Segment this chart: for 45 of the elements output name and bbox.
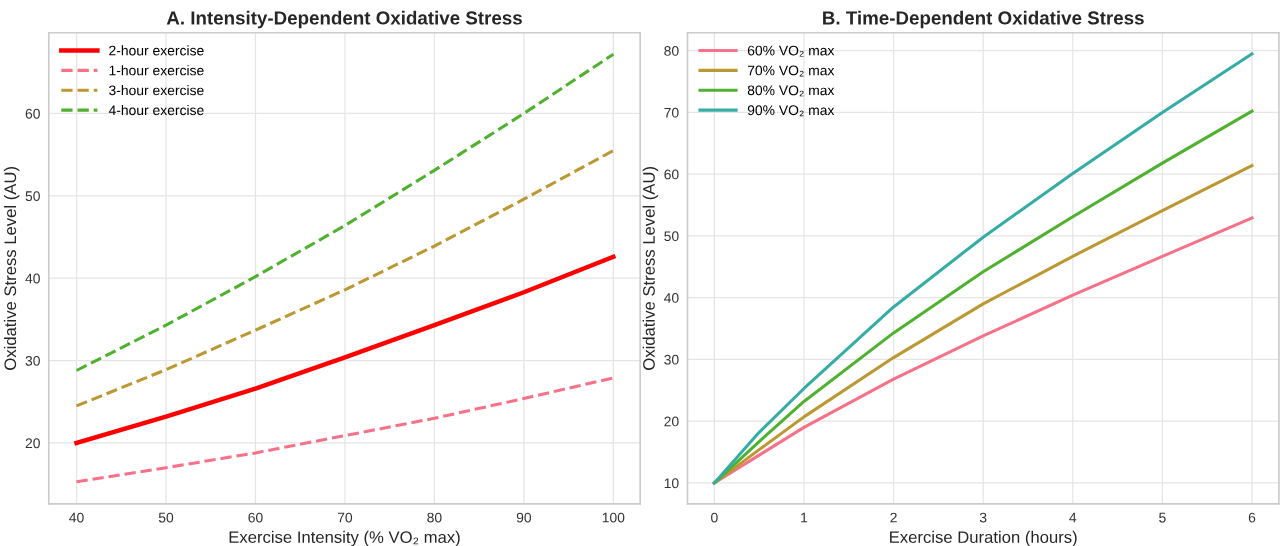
x-tick-label: 90 bbox=[516, 512, 532, 523]
y-tick-label: 10 bbox=[664, 478, 679, 489]
y-tick-label: 30 bbox=[25, 355, 40, 366]
legend-label: 60% VO₂ max bbox=[747, 45, 835, 57]
legend-label: 4-hour exercise bbox=[108, 104, 204, 116]
x-tick-label: 0 bbox=[711, 512, 718, 523]
y-tick-label: 40 bbox=[25, 273, 40, 284]
y-tick-label: 20 bbox=[25, 438, 40, 449]
legend-label: 1-hour exercise bbox=[109, 65, 204, 76]
y-tick-label: 30 bbox=[664, 354, 679, 365]
y-axis-title: Oxidative Stress Level (AU) bbox=[642, 167, 659, 370]
x-tick-label: 50 bbox=[158, 512, 174, 523]
x-tick-label: 5 bbox=[1159, 512, 1166, 523]
legend-label: 70% VO₂ max bbox=[747, 65, 835, 77]
x-tick-label: 80 bbox=[427, 512, 442, 523]
legend-label: 80% VO₂ max bbox=[747, 85, 835, 97]
y-axis-title: Oxidative Stress Level (AU) bbox=[3, 167, 20, 370]
x-tick-label: 4 bbox=[1069, 512, 1077, 523]
x-tick-label: 70 bbox=[337, 512, 353, 523]
x-axis-title: Exercise Duration (hours) bbox=[890, 530, 1077, 546]
y-tick-label: 20 bbox=[664, 416, 679, 427]
chart-title: A. Intensity-Dependent Oxidative Stress bbox=[166, 10, 522, 29]
x-tick-label: 3 bbox=[979, 512, 987, 523]
legend-label: 90% VO₂ max bbox=[747, 105, 835, 117]
x-tick-label: 60 bbox=[248, 512, 263, 523]
y-tick-label: 60 bbox=[664, 169, 679, 180]
y-tick-label: 50 bbox=[664, 231, 679, 242]
line-series bbox=[75, 376, 615, 484]
line-series bbox=[74, 254, 616, 446]
x-tick-label: 40 bbox=[69, 512, 84, 523]
legend-label: 2-hour exercise bbox=[109, 45, 204, 56]
x-tick-label: 2 bbox=[890, 512, 897, 523]
line-series bbox=[75, 149, 615, 408]
legend-label: 3-hour exercise bbox=[109, 85, 204, 96]
line-series bbox=[712, 216, 1254, 485]
x-tick-label: 1 bbox=[801, 512, 808, 523]
y-tick-label: 60 bbox=[25, 108, 40, 119]
x-tick-label: 100 bbox=[602, 512, 625, 523]
y-tick-label: 80 bbox=[664, 46, 679, 56]
chart-title: B. Time-Dependent Oxidative Stress bbox=[823, 10, 1144, 29]
y-tick-label: 50 bbox=[25, 191, 40, 202]
y-tick-label: 70 bbox=[664, 107, 679, 118]
x-axis-title: Exercise Intensity (% VO₂ max) bbox=[229, 530, 460, 546]
x-tick-label: 6 bbox=[1248, 512, 1256, 523]
y-tick-label: 40 bbox=[664, 293, 679, 303]
